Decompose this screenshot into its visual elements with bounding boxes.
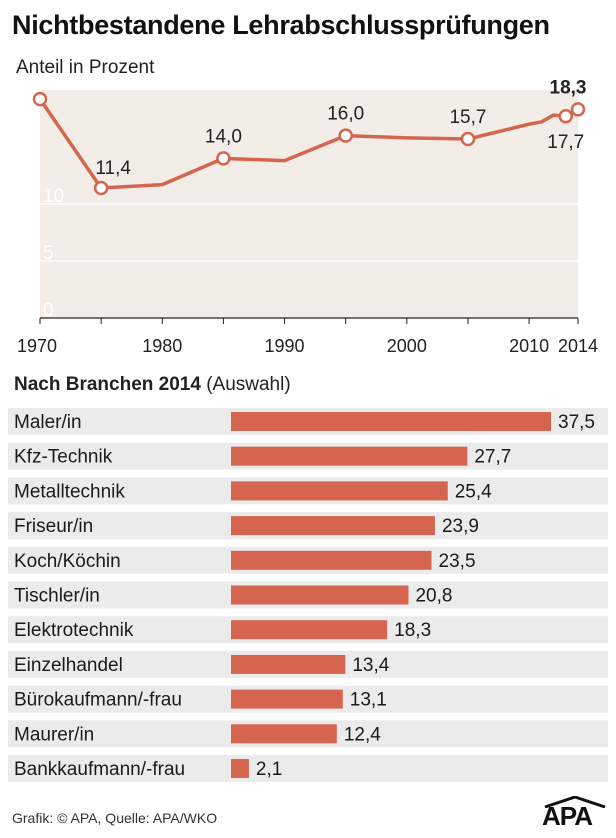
line-chart: 0 5 10 1970 1980 1990 2000 2010 2014 19,2 11,4 14,0… xyxy=(10,80,598,356)
logo-roof-icon xyxy=(544,796,606,808)
bar-chart: Maler/in 37,5 Kfz-Technik 27,7 Metalltechnik… xyxy=(8,408,608,782)
bar xyxy=(231,620,388,640)
x-tick-label: 1990 xyxy=(265,336,305,356)
value-label: 23,9 xyxy=(442,516,479,537)
bar-section-title: Nach Branchen 2014 xyxy=(14,374,201,395)
value-label: 27,7 xyxy=(474,447,511,468)
value-label: 13,4 xyxy=(352,655,389,676)
chart-title: Nichtbestandene Lehrabschlussprüfungen xyxy=(12,10,550,40)
value-label: 18,3 xyxy=(394,620,431,641)
category-label: Elektrotechnik xyxy=(14,620,134,641)
data-point-marker xyxy=(558,108,574,124)
chart-subtitle: Anteil in Prozent xyxy=(16,57,155,78)
category-label: Kfz-Technik xyxy=(14,447,113,468)
data-label: 17,7 xyxy=(547,132,584,153)
x-tick-label: 2010 xyxy=(509,336,549,356)
category-label: Bürokaufmann/-frau xyxy=(14,690,182,711)
data-label: 14,0 xyxy=(205,126,242,147)
data-label: 15,7 xyxy=(449,107,486,128)
value-label: 12,4 xyxy=(344,724,381,745)
value-label: 2,1 xyxy=(256,759,282,780)
y-tick-label: 0 xyxy=(43,300,54,321)
data-point-marker xyxy=(32,91,48,107)
bar xyxy=(231,654,346,674)
bar-section-note: (Auswahl) xyxy=(206,374,291,395)
value-label: 20,8 xyxy=(415,586,452,607)
bar xyxy=(231,481,448,501)
category-label: Einzelhandel xyxy=(14,655,123,676)
value-label: 37,5 xyxy=(558,412,595,433)
bar xyxy=(231,585,409,605)
value-label: 25,4 xyxy=(455,481,492,502)
bar-row xyxy=(8,755,608,782)
category-label: Koch/Köchin xyxy=(14,551,121,572)
y-tick-label: 10 xyxy=(43,186,64,207)
logo-text: APA xyxy=(542,801,593,831)
x-tick-label: 1970 xyxy=(17,336,57,356)
data-point-marker xyxy=(93,180,109,196)
data-point-marker xyxy=(338,128,353,143)
data-label: 18,3 xyxy=(550,80,587,98)
data-label: 19,2 xyxy=(10,80,47,82)
x-tick-label: 1980 xyxy=(142,336,182,356)
data-label: 16,0 xyxy=(327,104,364,125)
x-tick-label: 2000 xyxy=(387,336,427,356)
bar xyxy=(231,689,343,709)
category-label: Bankkaufmann/-frau xyxy=(14,759,185,780)
category-label: Friseur/in xyxy=(14,516,93,537)
category-label: Metalltechnik xyxy=(14,481,125,502)
data-point-marker xyxy=(216,151,231,166)
apa-logo: APA xyxy=(542,796,608,832)
series-line xyxy=(38,98,579,190)
bar xyxy=(231,516,435,536)
source-credit: Grafik: © APA, Quelle: APA/WKO xyxy=(12,810,218,826)
data-label: 11,4 xyxy=(95,158,131,179)
bar xyxy=(231,759,249,778)
y-tick-label: 5 xyxy=(43,243,54,264)
bar-section-heading: Nach Branchen 2014 (Auswahl) xyxy=(14,374,291,396)
bar xyxy=(231,412,551,431)
data-point-marker xyxy=(460,131,476,147)
bar xyxy=(231,724,337,744)
data-point-marker xyxy=(570,102,586,117)
category-label: Maler/in xyxy=(14,412,82,433)
value-label: 13,1 xyxy=(350,690,387,711)
bar xyxy=(231,550,432,570)
category-label: Maurer/in xyxy=(14,724,94,745)
bar xyxy=(231,446,468,466)
x-tick-label: 2014 xyxy=(558,336,598,356)
value-label: 23,5 xyxy=(439,551,476,572)
category-label: Tischler/in xyxy=(14,586,100,607)
